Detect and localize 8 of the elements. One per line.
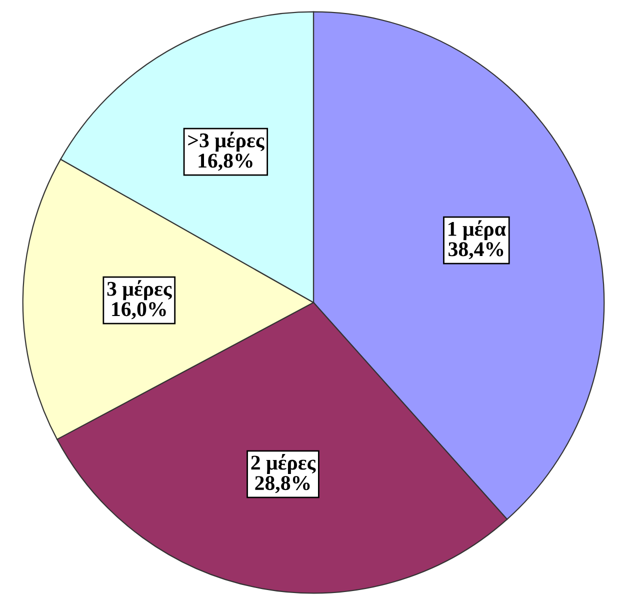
slice-label: 2 μέρες <box>251 454 316 474</box>
slice-label: 3 μέρες <box>107 280 172 300</box>
data-label: 38,4% <box>448 242 504 260</box>
slice-label: >3 μέρες <box>188 132 264 152</box>
data-label: 28,8% <box>255 476 310 494</box>
data-label: 16,0% <box>112 302 166 320</box>
data-label: 16,8% <box>198 154 252 171</box>
slice-label: 1 μέρα <box>448 220 506 240</box>
